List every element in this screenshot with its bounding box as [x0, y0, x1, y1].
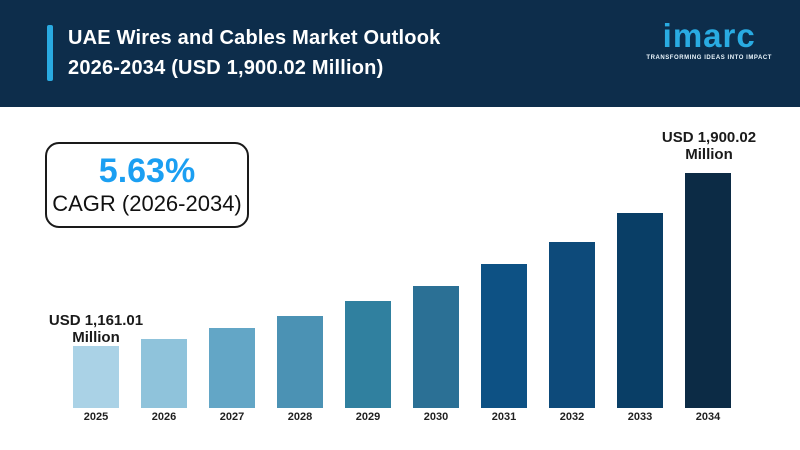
bar-2028 — [277, 316, 323, 408]
bar-2031 — [481, 264, 527, 408]
x-axis-label-2034: 2034 — [695, 411, 721, 423]
end-value-line1: USD 1,900.02 — [661, 129, 757, 146]
x-axis-label-2025: 2025 — [83, 411, 109, 423]
end-value-label: USD 1,900.02 Million — [634, 129, 784, 163]
x-axis-label-2027: 2027 — [219, 411, 245, 423]
bar-column-2033: 2033 — [617, 213, 663, 423]
start-value-line2: Million — [72, 329, 120, 346]
imarc-logo-wordmark: imarc — [662, 17, 756, 54]
x-axis-label-2028: 2028 — [287, 411, 313, 423]
start-value-label: USD 1,161.01 Million — [21, 312, 171, 346]
bar-column-2029: 2029 — [345, 301, 391, 423]
bar-column-2030: 2030 — [413, 286, 459, 423]
bar-column-2026: 2026 — [141, 339, 187, 423]
bar-column-2032: 2032 — [549, 242, 595, 423]
x-axis-label-2029: 2029 — [355, 411, 381, 423]
bar-2030 — [413, 286, 459, 408]
cagr-value: 5.63% — [98, 152, 196, 190]
bar-2034 — [685, 173, 731, 408]
bar-2025 — [73, 346, 119, 408]
page-title-line1: UAE Wires and Cables Market Outlook — [68, 27, 441, 49]
end-value-line2: Million — [685, 146, 733, 163]
bar-2026 — [141, 339, 187, 408]
bar-column-2034: 2034 — [685, 173, 731, 423]
cagr-box: 5.63% CAGR (2026-2034) — [45, 142, 249, 228]
x-axis-label-2031: 2031 — [491, 411, 517, 423]
bar-column-2025: 2025 — [73, 346, 119, 423]
bar-chart: 2025 2026 2027 2028 2029 2030 2031 2032 2033 2034 — [73, 173, 731, 423]
imarc-logo: imarc TRANSFORMING IDEAS INTO IMPACT — [646, 17, 772, 62]
x-axis-label-2033: 2033 — [627, 411, 653, 423]
bar-2033 — [617, 213, 663, 408]
bar-2029 — [345, 301, 391, 408]
header: UAE Wires and Cables Market Outlook 2026… — [0, 0, 800, 107]
x-axis-label-2030: 2030 — [423, 411, 449, 423]
bar-column-2027: 2027 — [209, 328, 255, 423]
imarc-logo-tagline: TRANSFORMING IDEAS INTO IMPACT — [646, 55, 772, 61]
page-title-line2: 2026-2034 (USD 1,900.02 Million) — [68, 57, 384, 79]
start-value-line1: USD 1,161.01 — [48, 312, 144, 329]
page-title: UAE Wires and Cables Market Outlook 2026… — [68, 23, 440, 83]
cagr-label: CAGR (2026-2034) — [52, 191, 242, 216]
x-axis-label-2032: 2032 — [559, 411, 585, 423]
bar-2027 — [209, 328, 255, 408]
bar-column-2031: 2031 — [481, 264, 527, 423]
bar-column-2028: 2028 — [277, 316, 323, 423]
title-accent-bar — [47, 25, 53, 81]
x-axis-label-2026: 2026 — [151, 411, 177, 423]
bar-2032 — [549, 242, 595, 408]
